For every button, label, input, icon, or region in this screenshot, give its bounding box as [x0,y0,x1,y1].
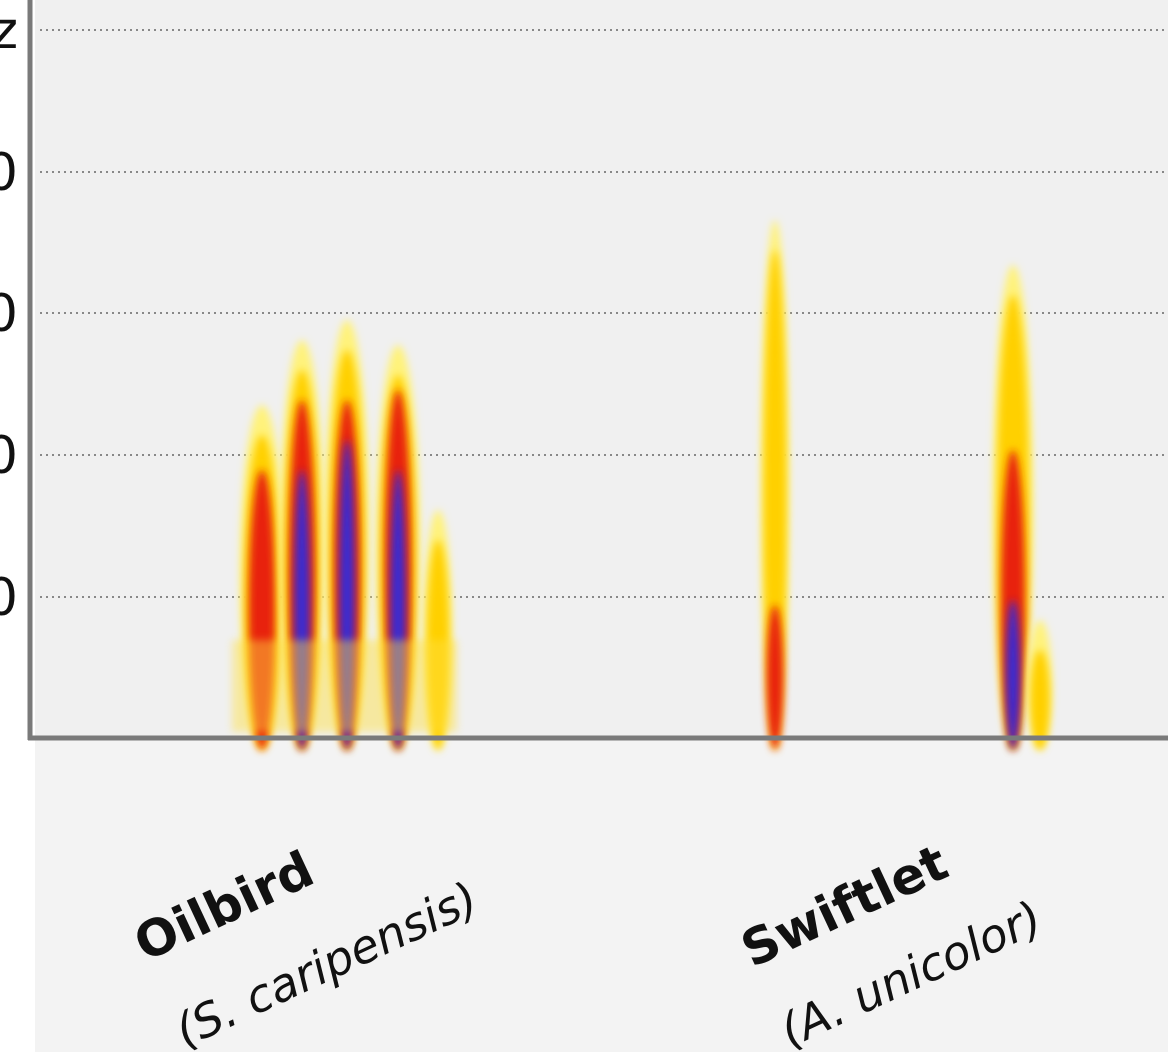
spectrogram-streak [767,605,784,750]
spectrogram-streak [232,640,457,732]
spectrogram-figure: z 0 0 0 0 Oilbird (S. caripensis) Swiftl… [0,0,1168,1052]
y-tick-fragment: 0 [0,143,18,203]
y-tick-fragment: 0 [0,568,18,628]
y-tick-fragment: 0 [0,426,18,486]
y-tick-fragment: 0 [0,284,18,344]
spectrogram-streak [1030,650,1049,750]
spectrogram-streak [1006,600,1020,750]
y-tick-fragment: z [0,1,18,61]
